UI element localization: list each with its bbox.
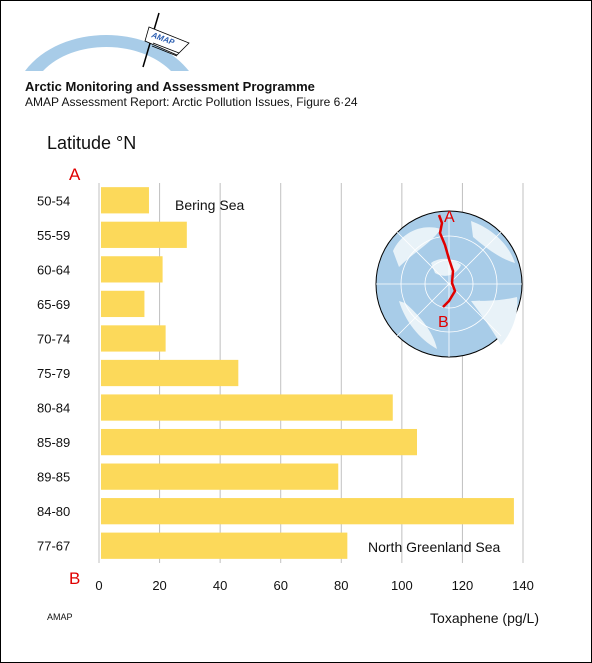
bar: [101, 498, 514, 525]
x-tick-label: 120: [452, 578, 474, 593]
y-tick-label: 70-74: [37, 331, 70, 346]
bar: [101, 428, 417, 456]
x-tick-label: 60: [273, 578, 287, 593]
inset-map-label-b: B: [438, 314, 449, 331]
y-tick-label: 50-54: [37, 193, 70, 208]
bar: [101, 290, 145, 318]
x-tick-label: 100: [391, 578, 413, 593]
y-axis-title: Latitude °N: [47, 133, 136, 153]
footer-label: AMAP: [47, 612, 73, 622]
y-tick-label: 85-89: [37, 435, 70, 450]
bar: [101, 325, 166, 352]
x-tick-label: 80: [334, 578, 348, 593]
y-tick-label: 84-80: [37, 504, 70, 519]
bar: [101, 394, 393, 421]
annotation-top: Bering Sea: [175, 197, 244, 213]
y-tick-label: 65-69: [37, 297, 70, 312]
bar-chart: Latitude °N A B 50-54 55-59 60-64 65-69 70-7…: [37, 133, 539, 626]
bar: [101, 256, 163, 283]
inset-map-land: [471, 297, 518, 345]
y-tick-labels: 50-54 55-59 60-64 65-69 70-74 75-79 80-84 85-89…: [37, 193, 70, 553]
start-marker-label: A: [69, 165, 81, 184]
y-tick-label: 55-59: [37, 228, 70, 243]
logo-arc-icon: [25, 35, 189, 71]
inset-map: A B: [375, 209, 523, 358]
x-axis-title: Toxaphene (pg/L): [430, 610, 539, 626]
inset-map-land: [393, 227, 441, 267]
inset-map-route: [437, 214, 457, 308]
y-tick-label: 80-84: [37, 401, 70, 416]
y-tick-label: 89-85: [37, 470, 70, 485]
x-tick-label: 140: [512, 578, 534, 593]
y-tick-label: 60-64: [37, 262, 70, 277]
y-tick-label: 75-79: [37, 366, 70, 381]
report-title: AMAP Assessment Report: Arctic Pollution…: [25, 95, 358, 109]
bar: [101, 187, 149, 214]
bar: [101, 463, 339, 490]
x-tick-labels: 0 20 40 60 80 100 120 140: [95, 578, 533, 593]
bars: [101, 187, 514, 559]
end-marker-label: B: [69, 569, 80, 588]
bar: [101, 359, 239, 387]
annotation-bottom: North Greenland Sea: [368, 539, 501, 555]
inset-map-label-a: A: [444, 209, 455, 226]
x-tick-label: 0: [95, 578, 102, 593]
org-title: Arctic Monitoring and Assessment Program…: [25, 79, 315, 94]
x-tick-label: 20: [152, 578, 166, 593]
inset-map-land: [471, 221, 515, 263]
bar: [101, 532, 348, 559]
y-tick-label: 77-67: [37, 539, 70, 554]
x-tick-label: 40: [213, 578, 227, 593]
inset-map-land: [399, 301, 437, 349]
logo-flag-icon: [144, 26, 190, 56]
amap-logo: AMAP: [25, 12, 190, 71]
bar: [101, 221, 187, 248]
